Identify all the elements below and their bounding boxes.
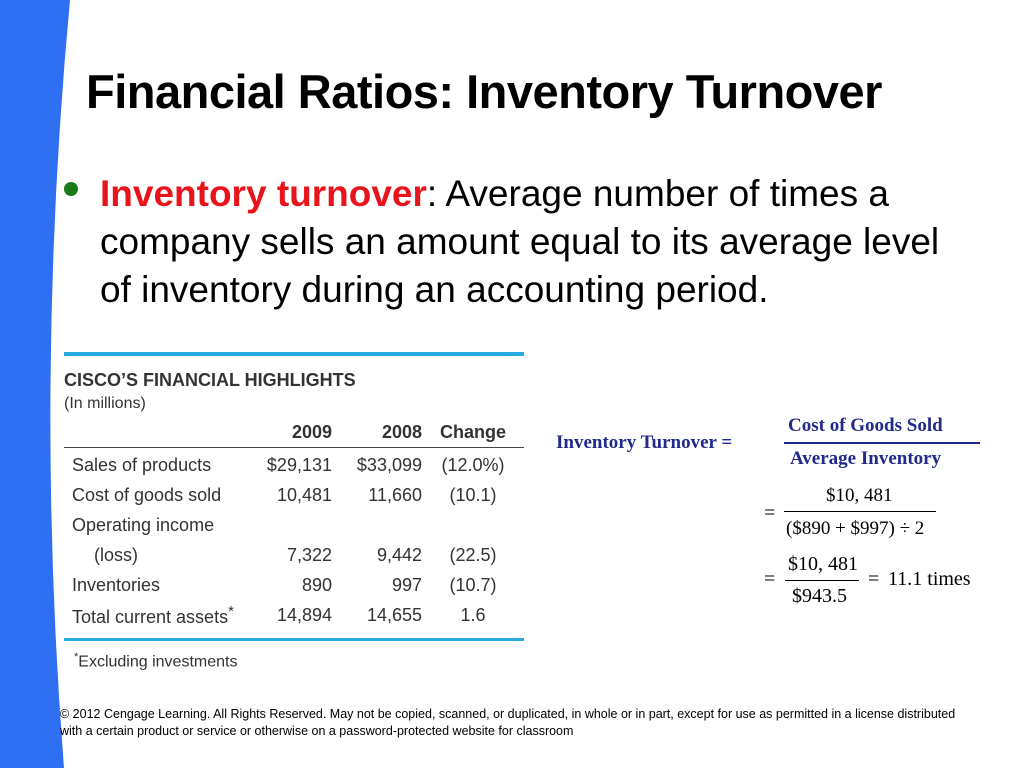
definition-bullet: Inventory turnover: Average number of ti… xyxy=(64,170,964,314)
row-value-2009: 7,322 xyxy=(286,544,332,565)
result-equals: = xyxy=(868,568,880,590)
table-header-2008: 2008 xyxy=(381,422,422,442)
row-value-2009: 890 xyxy=(301,574,332,595)
row-label-text: Total current assets xyxy=(72,606,229,627)
table-row: Operating income xyxy=(64,510,524,540)
table-header-row: 2009 2008 Change xyxy=(64,413,524,448)
row-value-2008: $33,099 xyxy=(356,454,422,475)
row-label-mark: * xyxy=(228,602,234,620)
table-footnote: *Excluding investments xyxy=(64,651,524,671)
table-row: Sales of products $29,131 $33,099 (12.0%… xyxy=(64,450,524,480)
row-label: Cost of goods sold xyxy=(72,484,222,505)
step1-fraction-bar xyxy=(784,511,936,512)
slide-side-band xyxy=(0,0,70,768)
step2-equals: = xyxy=(764,568,776,590)
step1-equals: = xyxy=(764,502,776,524)
table-row: Total current assets* 14,894 14,655 1.6 xyxy=(64,600,524,630)
row-change: 1.6 xyxy=(460,604,486,625)
row-value-2008: 9,442 xyxy=(376,544,422,565)
definition-body: Average number of times a company sells … xyxy=(100,173,940,310)
table-row: Cost of goods sold 10,481 11,660 (10.1) xyxy=(64,480,524,510)
formula-denominator: Average Inventory xyxy=(790,448,942,469)
footnote-mark: * xyxy=(74,651,79,663)
row-value-2009: 14,894 xyxy=(276,604,332,625)
definition-separator: : xyxy=(426,173,438,214)
table-top-rule xyxy=(64,352,524,356)
row-value-2009: 10,481 xyxy=(276,484,332,505)
row-change: (10.1) xyxy=(449,484,497,505)
financial-highlights-table: CISCO’S FINANCIAL HIGHLIGHTS (In million… xyxy=(64,352,524,671)
step2-denominator: $943.5 xyxy=(792,585,847,607)
row-change: (12.0%) xyxy=(441,454,505,475)
table-row: Inventories 890 997 (10.7) xyxy=(64,570,524,600)
row-value-2009: $29,131 xyxy=(266,454,332,475)
row-label: Total current assets* xyxy=(64,603,264,628)
table-row: (loss) 7,322 9,442 (22.5) xyxy=(64,540,524,570)
row-label: Inventories xyxy=(72,574,161,595)
copyright-notice: © 2012 Cengage Learning. All Rights Rese… xyxy=(60,707,956,738)
row-value-2008: 997 xyxy=(391,574,422,595)
formula-fraction-bar xyxy=(784,442,980,444)
definition-text: Inventory turnover: Average number of ti… xyxy=(100,170,964,314)
row-label: (loss) xyxy=(94,544,138,565)
row-label: Operating income xyxy=(72,514,215,535)
step1-numerator: $10, 481 xyxy=(826,485,893,506)
step2-numerator: $10, 481 xyxy=(788,553,858,575)
formula-numerator: Cost of Goods Sold xyxy=(788,415,943,436)
inventory-turnover-formula: Inventory Turnover = Cost of Goods Sold … xyxy=(556,410,996,620)
bullet-dot-icon xyxy=(64,182,78,196)
row-value-2008: 14,655 xyxy=(366,604,422,625)
table-header-change: Change xyxy=(439,422,506,442)
table-header-2009: 2009 xyxy=(291,422,332,442)
step2-fraction-bar xyxy=(785,580,859,581)
row-change: (22.5) xyxy=(449,544,497,565)
formula-label: Inventory Turnover = xyxy=(556,432,733,453)
step1-denominator: ($890 + $997) ÷ 2 xyxy=(786,518,925,539)
row-value-2008: 11,660 xyxy=(368,484,422,505)
row-label: Sales of products xyxy=(72,454,212,475)
table-bottom-rule xyxy=(64,638,524,641)
definition-term: Inventory turnover xyxy=(100,173,427,214)
row-change: (10.7) xyxy=(449,574,497,595)
table-title: CISCO’S FINANCIAL HIGHLIGHTS xyxy=(64,370,356,390)
footnote-text: Excluding investments xyxy=(78,653,238,671)
slide-title: Financial Ratios: Inventory Turnover xyxy=(86,65,882,118)
formula-result: 11.1 times xyxy=(888,568,971,590)
table-subtitle: (In millions) xyxy=(64,395,146,412)
